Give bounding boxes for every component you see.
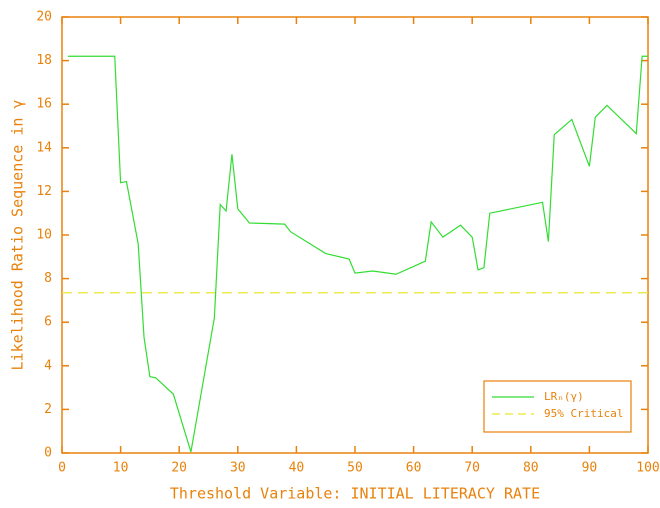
- x-tick-label: 100: [636, 461, 659, 476]
- y-tick-label: 18: [36, 53, 52, 68]
- y-tick-label: 20: [36, 10, 52, 25]
- x-tick-label: 20: [171, 461, 187, 476]
- y-tick-label: 2: [44, 402, 52, 417]
- x-tick-label: 90: [582, 461, 598, 476]
- x-tick-label: 40: [289, 461, 305, 476]
- y-tick-label: 14: [36, 140, 52, 155]
- y-tick-label: 16: [36, 97, 52, 112]
- legend-box: [483, 380, 632, 433]
- x-tick-label: 50: [347, 461, 363, 476]
- y-tick-label: 10: [36, 228, 52, 243]
- data-line: [67, 55, 648, 453]
- y-tick-label: 6: [44, 315, 52, 330]
- y-tick-label: 4: [44, 358, 52, 373]
- y-tick-label: 0: [44, 446, 52, 461]
- y-tick-label: 12: [36, 184, 52, 199]
- x-tick-label: 60: [406, 461, 422, 476]
- x-tick-label: 10: [113, 461, 129, 476]
- y-tick-label: 8: [44, 271, 52, 286]
- x-axis-label: Threshold Variable: INITIAL LITERACY RAT…: [170, 485, 540, 503]
- x-tick-label: 70: [464, 461, 480, 476]
- x-tick-label: 0: [58, 461, 66, 476]
- x-tick-label: 30: [230, 461, 246, 476]
- x-tick-label: 80: [523, 461, 539, 476]
- legend-label: 95% Critical: [544, 407, 623, 420]
- y-axis-label: Likelihood Ratio Sequence in γ: [9, 100, 27, 371]
- legend-label: LRₙ(γ): [544, 390, 584, 403]
